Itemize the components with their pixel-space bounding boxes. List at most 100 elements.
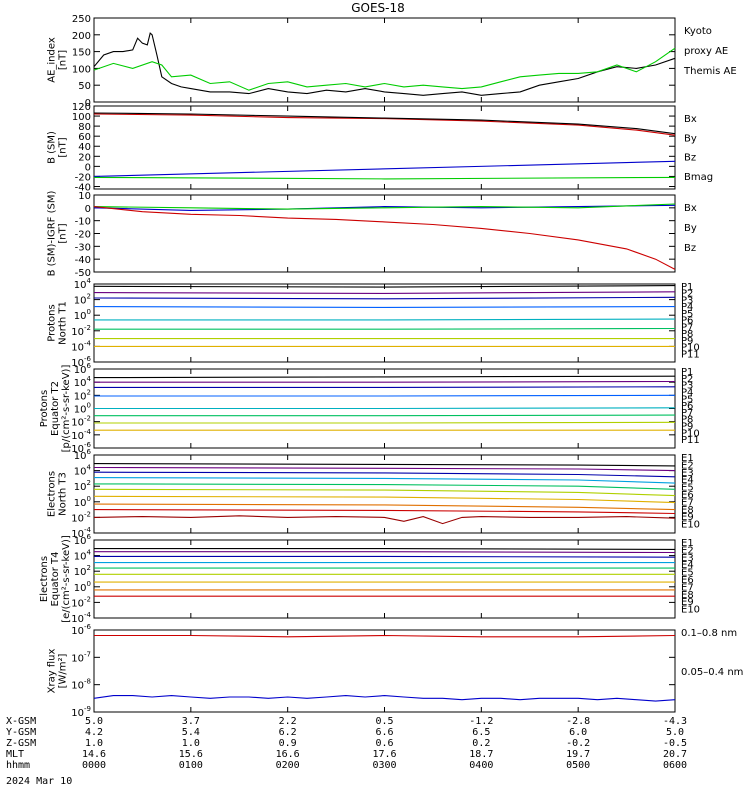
legend-entry: Kyoto [684, 26, 712, 37]
y-tick-label: 20 [78, 152, 91, 163]
footer-value: 0200 [276, 760, 300, 771]
legend-entry: P1 [681, 367, 693, 378]
legend-entry: P7 [681, 408, 693, 419]
legend-entry: P7 [681, 322, 693, 333]
footer-value: 6.2 [279, 727, 297, 738]
legend-entry: P8 [681, 329, 693, 340]
legend-entry: P3 [681, 381, 693, 392]
series-line-e7 [93, 495, 676, 504]
series-line-p1 [93, 285, 676, 288]
y-tick-label: 100 [72, 64, 91, 75]
y-tick-label: 80 [78, 122, 91, 133]
y-tick-label: 10-2 [71, 415, 91, 429]
footer-value: 4.2 [85, 727, 103, 738]
plot-frame [93, 283, 676, 363]
y-tick-label: -40 [75, 182, 91, 193]
footer-value: 6.5 [472, 727, 490, 738]
series-line-p5 [94, 318, 676, 321]
y-tick-label: 10-2 [71, 324, 91, 338]
footer-value: 0.2 [472, 738, 490, 749]
y-tick-label: 106 [74, 448, 92, 462]
legend-entry: 0.05–0.4 nm [681, 667, 743, 678]
footer-row-label: MLT [6, 749, 24, 760]
series-line-themis-ae [93, 32, 676, 96]
legend-entry: E8 [681, 505, 694, 516]
y-tick-label: 102 [74, 479, 91, 493]
legend-entry: P4 [681, 387, 693, 398]
legend-entry: E9 [681, 512, 694, 523]
y-tick-label: 106 [74, 533, 92, 547]
legend-entry: P9 [681, 422, 693, 433]
legend-entry: E2 [681, 545, 694, 556]
footer-value: 0600 [663, 760, 687, 771]
y-tick-label: 104 [74, 277, 92, 291]
y-tick-label: 60 [78, 132, 91, 143]
series-line-kyoto-proxy-ae [93, 47, 676, 91]
legend-entry: P5 [681, 394, 693, 405]
series-line-e8 [93, 503, 676, 511]
series-line-e3 [93, 471, 676, 478]
y-tick-label: 100 [72, 112, 91, 123]
legend-entry: E3 [681, 553, 694, 564]
footer-value: -4.3 [663, 716, 687, 727]
panel-3: -50 -40 -30-20 -10 0 10 B (SM)-IGRF (SM) [nT] Bx… [47, 191, 697, 279]
legend-entry: E10 [681, 520, 700, 531]
footer-row-label: hhmm [6, 760, 30, 771]
y-tick-label: 50 [78, 81, 91, 92]
footer-value: 5.0 [85, 716, 103, 727]
y-tick-label: 100 [74, 402, 91, 416]
series-line-e6 [93, 488, 676, 497]
y-axis-label: [p/(cm²-s-sr-keV)] [61, 365, 72, 453]
footer-value: 20.7 [663, 749, 687, 760]
y-tick-label: -20 [75, 230, 91, 241]
y-tick-label: 102 [74, 293, 91, 307]
y-axis-label: B (SM)-IGRF (SM) [47, 191, 58, 277]
y-axis-label: [e/(cm²-s-sr-keV)] [61, 535, 72, 623]
footer-value: 5.0 [666, 727, 684, 738]
footer-value: -1.2 [469, 716, 493, 727]
series-line-p3 [94, 386, 676, 388]
y-axis-label: AE_index [47, 37, 58, 83]
legend-entry: Bz [684, 153, 696, 164]
y-tick-label: 102 [74, 388, 91, 402]
y-axis-label: Electrons [39, 556, 50, 602]
y-tick-label: -30 [75, 242, 91, 253]
panel-1: 0 50 100 150 200 250 AE_index [nT] Kyoto proxy AE… [47, 14, 737, 109]
footer-value: 3.7 [182, 716, 200, 727]
footer-value: -2.8 [566, 716, 590, 727]
series-line-e2 [93, 466, 676, 472]
legend-entry: E9 [681, 597, 694, 608]
legend-entry: P2 [681, 289, 693, 300]
y-axis-label: Xray flux [47, 649, 58, 694]
plot-frame [93, 629, 676, 713]
y-tick-label: 10-6 [71, 623, 91, 637]
legend-entry: P6 [681, 401, 693, 412]
footer-value: 0100 [179, 760, 203, 771]
series-line-p6 [94, 327, 676, 330]
footer-value: 17.6 [372, 749, 396, 760]
y-axis-label: [nT] [58, 223, 69, 243]
series-line-0-1-0-8-nm [94, 634, 676, 638]
footer-value: 0500 [566, 760, 590, 771]
series-line-e2 [94, 551, 676, 554]
y-tick-label: 104 [74, 375, 92, 389]
y-tick-label: 10-2 [71, 510, 91, 524]
y-tick-label: 10-7 [71, 650, 91, 664]
date-label: 2024 Mar 10 [6, 776, 72, 787]
y-tick-label: 0 [85, 162, 91, 173]
legend-entry: P6 [681, 316, 693, 327]
footer-value: 16.6 [276, 749, 300, 760]
y-axis-label: Electrons [47, 471, 58, 517]
y-tick-label: 0 [85, 98, 91, 109]
series-line-p4 [93, 306, 676, 308]
series-line-e4 [93, 477, 676, 484]
series-line-p3 [93, 296, 676, 300]
series-line-p5 [94, 407, 676, 410]
series-line-e3 [94, 555, 676, 558]
footer-value: 2.2 [279, 716, 297, 727]
